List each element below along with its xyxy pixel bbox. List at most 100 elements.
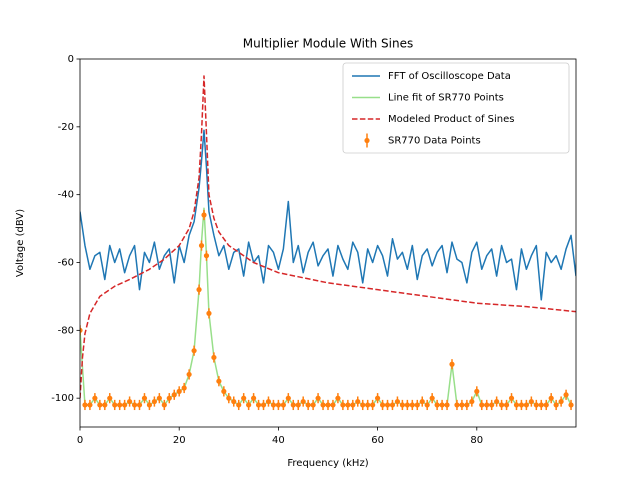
data-point — [295, 402, 301, 408]
data-point — [231, 398, 237, 405]
data-point — [370, 402, 376, 408]
x-tick-label: 40 — [272, 435, 285, 446]
data-point — [558, 398, 564, 405]
data-point — [246, 402, 252, 408]
data-point — [360, 402, 366, 408]
data-point — [82, 402, 88, 408]
data-point — [201, 212, 207, 218]
data-point — [518, 402, 525, 408]
series-line — [80, 207, 572, 406]
data-points — [80, 209, 574, 411]
data-point — [444, 402, 450, 408]
data-point — [97, 402, 103, 408]
data-point — [216, 378, 222, 384]
data-point — [439, 402, 445, 408]
legend-label: Modeled Product of Sines — [388, 114, 515, 125]
data-point — [533, 402, 539, 408]
legend-swatch — [364, 137, 370, 144]
data-point — [454, 402, 460, 408]
legend-label: Line fit of SR770 Points — [388, 93, 504, 104]
data-point — [310, 402, 316, 408]
legend: FFT of Oscilloscope Data Line fit of SR77… — [342, 62, 570, 154]
data-point — [459, 402, 465, 408]
data-point — [320, 402, 326, 408]
data-point — [434, 402, 440, 408]
chart-title: Multiplier Module With Sines — [243, 37, 413, 51]
data-point — [146, 402, 153, 408]
data-point — [563, 392, 569, 398]
data-point — [161, 402, 167, 408]
legend-box — [342, 62, 570, 154]
data-point — [513, 402, 520, 408]
data-point — [117, 402, 123, 408]
data-point — [87, 402, 93, 408]
x-tick-label: 20 — [173, 435, 186, 446]
data-point — [404, 402, 410, 408]
data-point — [102, 402, 108, 408]
y-axis-label: Voltage (dBV) — [15, 209, 26, 277]
data-point — [469, 398, 475, 405]
legend-label: FFT of Oscilloscope Data — [388, 71, 511, 82]
data-point — [379, 402, 386, 408]
data-point — [285, 395, 291, 401]
series-line — [80, 129, 576, 301]
data-point — [384, 402, 391, 408]
y-tick-label: -100 — [51, 393, 74, 404]
data-point — [553, 402, 559, 408]
data-point — [335, 395, 341, 401]
y-tick-label: -40 — [58, 190, 74, 201]
data-point — [136, 402, 143, 408]
data-point — [508, 395, 515, 401]
legend-label: SR770 Data Points — [388, 136, 481, 147]
data-point — [330, 402, 336, 408]
x-axis-label: Frequency (kHz) — [287, 458, 368, 469]
data-point — [424, 402, 430, 408]
x-tick-label: 60 — [371, 435, 384, 446]
data-point — [251, 395, 257, 401]
data-point — [127, 398, 133, 405]
data-point — [409, 402, 415, 408]
data-point — [181, 385, 187, 391]
data-point — [499, 402, 505, 408]
data-point — [523, 402, 530, 408]
series-line — [80, 75, 576, 399]
y-tick-label: -20 — [58, 122, 74, 133]
data-point — [241, 395, 247, 401]
data-point — [429, 395, 435, 401]
data-point — [196, 287, 202, 293]
data-point — [375, 395, 381, 401]
data-point — [365, 402, 371, 408]
data-point — [198, 242, 205, 249]
data-point — [191, 348, 197, 354]
data-point — [399, 402, 405, 408]
data-point — [543, 402, 549, 408]
data-point — [503, 402, 510, 408]
data-point — [226, 395, 232, 401]
data-point — [474, 388, 480, 394]
data-point — [270, 402, 277, 408]
data-point — [464, 402, 470, 408]
data-point — [290, 402, 296, 408]
data-point — [419, 398, 425, 405]
data-point — [186, 371, 192, 378]
data-point — [275, 402, 281, 408]
data-point — [176, 388, 182, 394]
data-point — [548, 395, 554, 401]
data-point — [489, 402, 495, 408]
data-point — [350, 402, 356, 408]
data-point — [315, 395, 321, 401]
data-point — [345, 402, 351, 408]
data-point — [166, 395, 172, 401]
data-point — [112, 402, 118, 408]
data-point — [203, 253, 210, 259]
data-point — [300, 398, 306, 405]
data-point — [151, 398, 157, 405]
data-point — [171, 392, 177, 398]
data-point — [355, 398, 361, 405]
x-tick-label: 0 — [77, 435, 83, 446]
y-tick-label: -80 — [58, 325, 74, 336]
data-point — [156, 395, 162, 401]
plot-area — [80, 75, 576, 411]
